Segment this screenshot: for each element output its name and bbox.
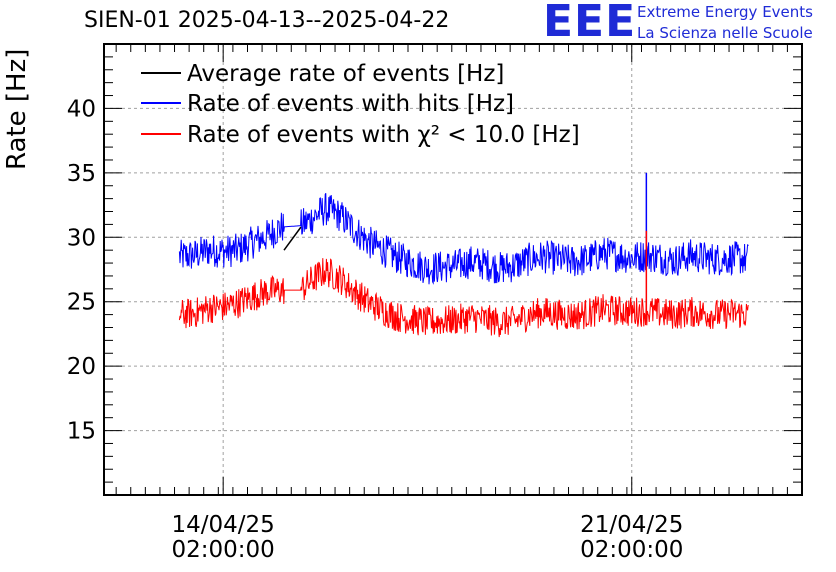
legend-label-hits: Rate of events with hits [Hz] (187, 91, 514, 117)
y-tick-label: 25 (67, 290, 96, 316)
y-tick-label: 15 (67, 419, 96, 445)
y-tick-label: 30 (67, 225, 96, 251)
eee-logo: EEE (543, 0, 637, 47)
axis-layer: 15202530354014/04/2502:00:0021/04/2502:0… (67, 43, 803, 563)
y-tick-label: 35 (67, 161, 96, 187)
series-average (283, 226, 302, 251)
chart-title: SIEN-01 2025-04-13--2025-04-22 (84, 8, 450, 33)
y-tick-label: 40 (67, 96, 96, 122)
grid-layer (104, 44, 802, 495)
x-tick-label-date: 21/04/25 (580, 512, 683, 538)
x-tick-label-date: 14/04/25 (172, 512, 275, 538)
legend: Average rate of events [Hz] Rate of even… (141, 61, 580, 148)
y-tick-label: 20 (67, 354, 96, 380)
plot-frame (103, 43, 803, 496)
x-tick-label-time: 02:00:00 (580, 537, 683, 563)
legend-label-chi2: Rate of events with χ² < 10.0 [Hz] (187, 122, 580, 148)
legend-label-average: Average rate of events [Hz] (187, 61, 504, 87)
series-hits (178, 192, 749, 285)
x-tick-label-time: 02:00:00 (172, 537, 275, 563)
logo-line-1: Extreme Energy Events (637, 3, 813, 21)
logo-line-2: La Scienza nelle Scuole (637, 24, 813, 42)
series-chi2 (178, 258, 749, 338)
series-layer (178, 172, 749, 338)
